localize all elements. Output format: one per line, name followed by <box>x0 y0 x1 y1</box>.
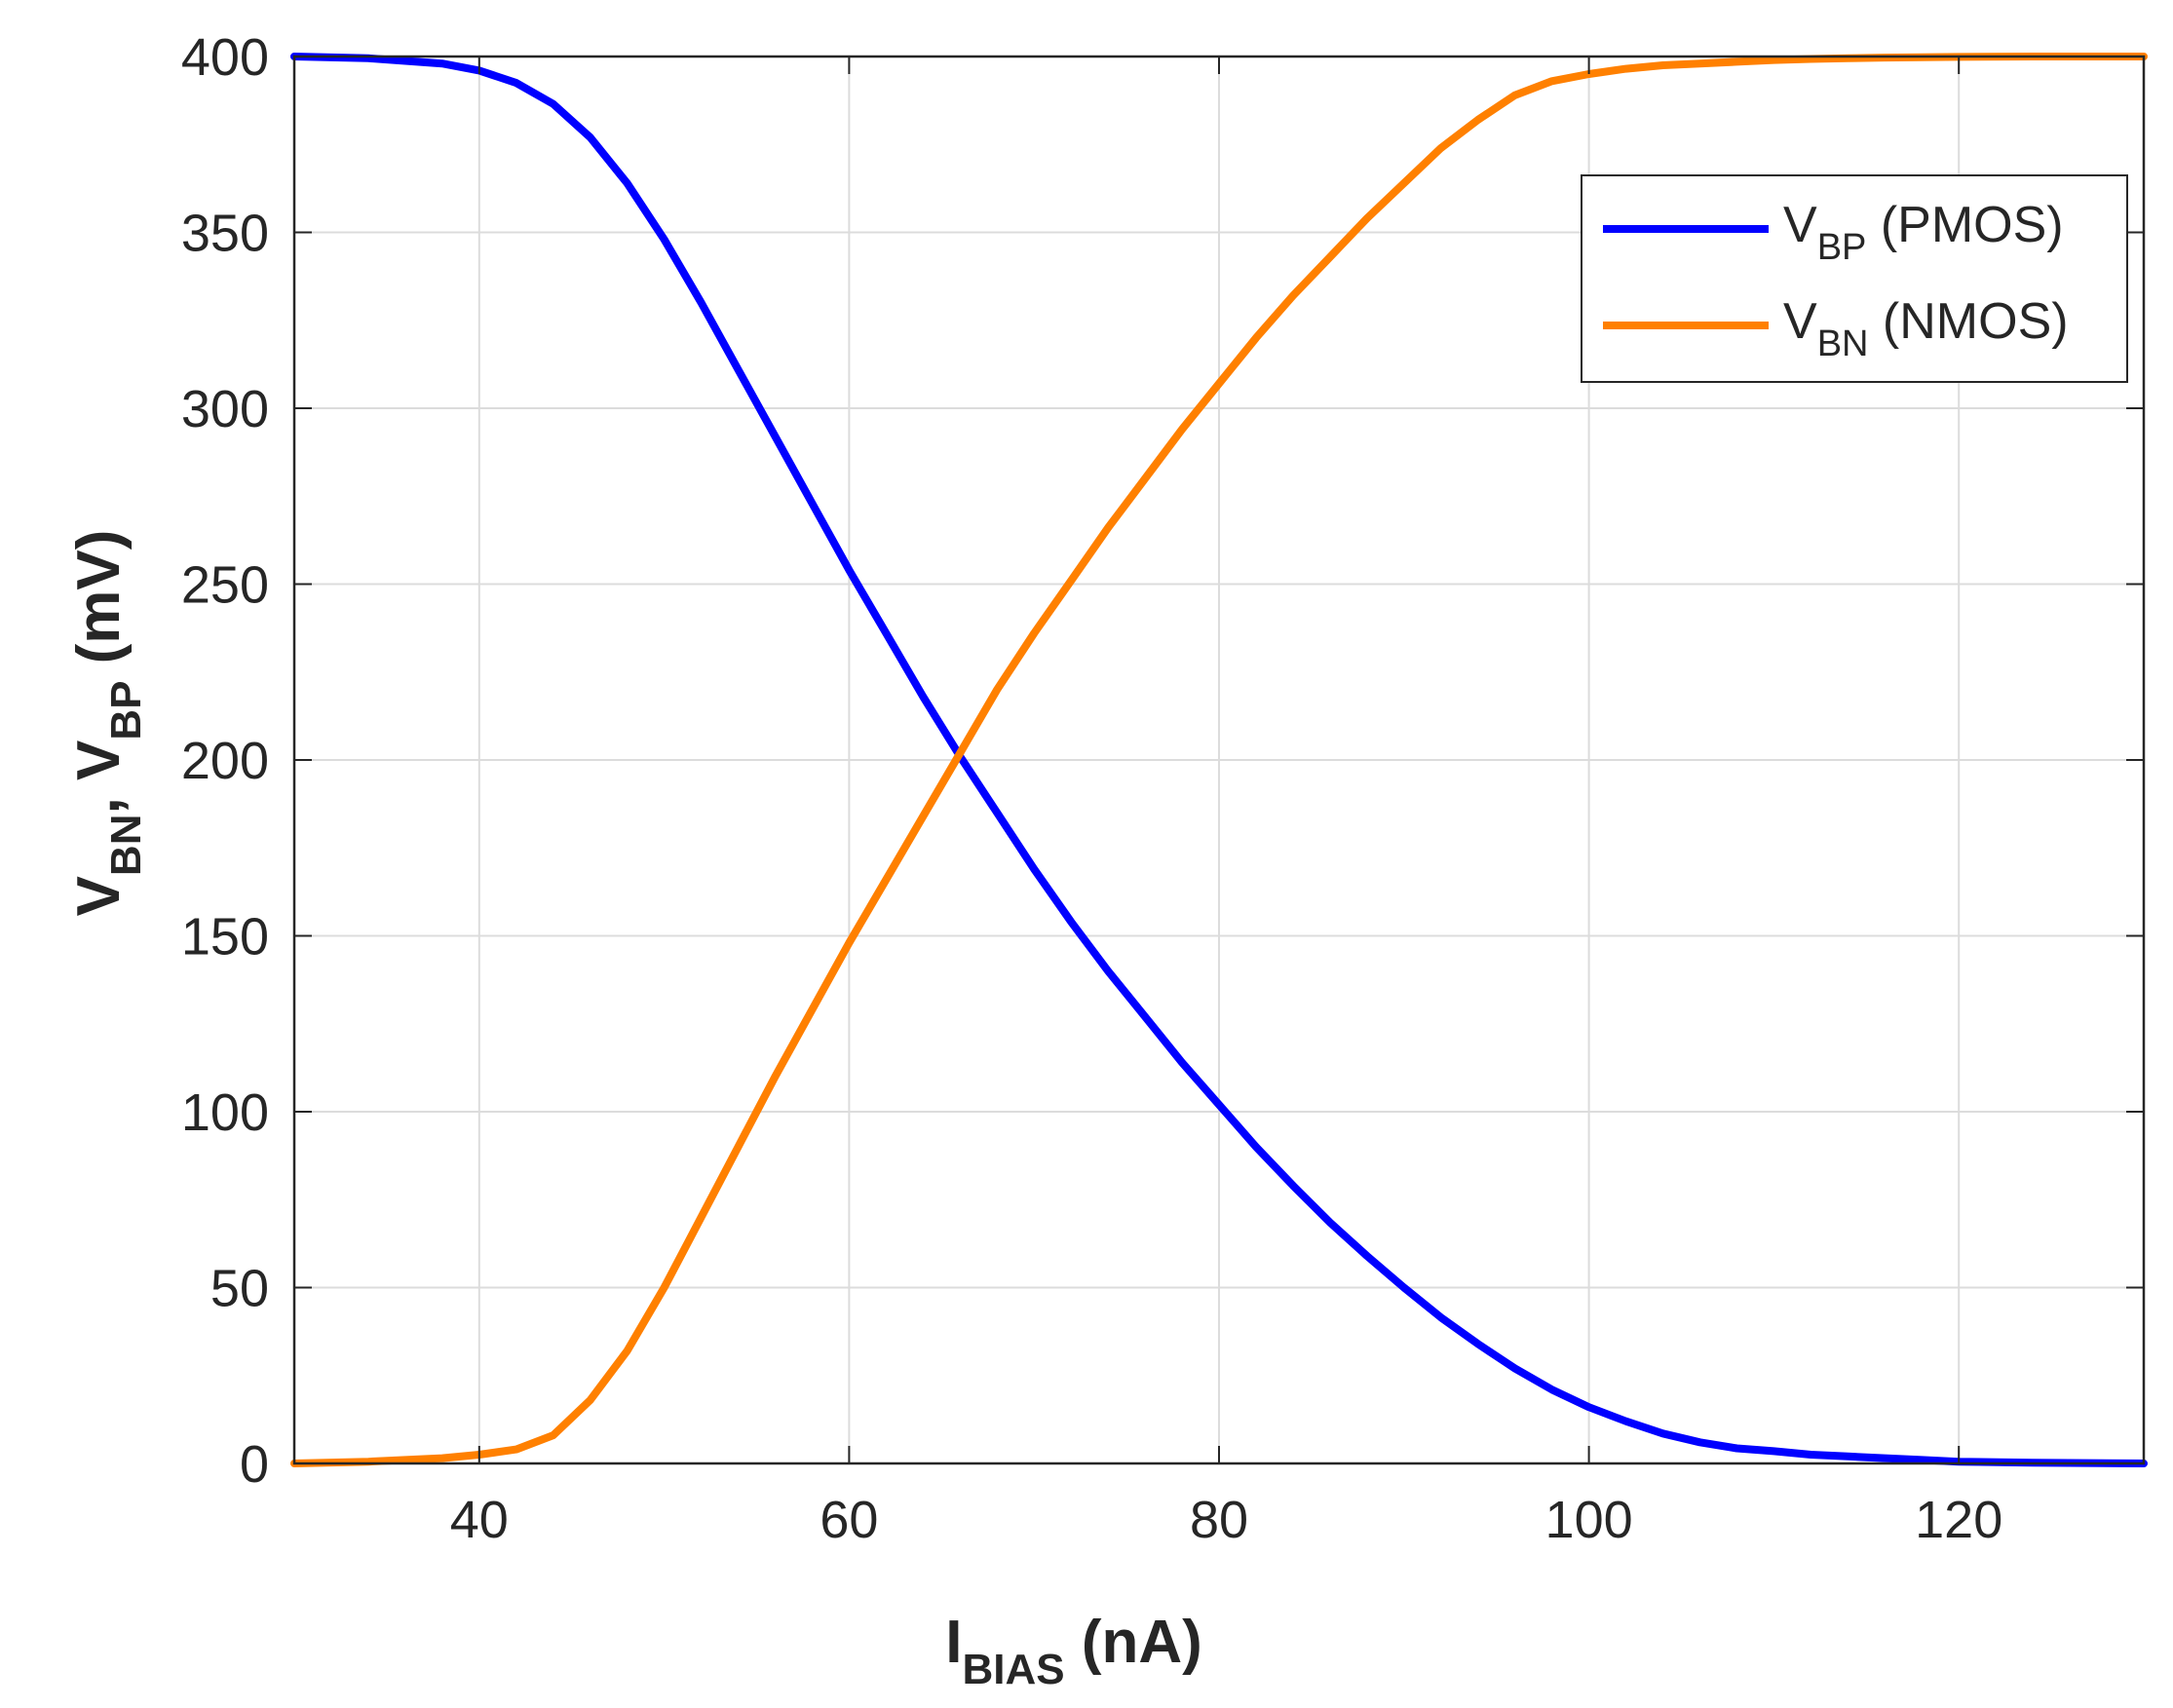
series-line-vbp <box>290 53 2148 1467</box>
series-layer <box>290 53 2148 1467</box>
ticks: 40 60 80 100 120 0 50 100 150 200 250 300 350 400 <box>181 28 2144 1549</box>
y-axis-title: VBN, VBP (mV) <box>65 530 150 917</box>
legend: VBP (PMOS) VBN (NMOS) <box>1581 174 2128 383</box>
y-tick-label: 400 <box>181 28 269 87</box>
x-axis-title: IBIAS (nA) <box>945 1609 1202 1693</box>
y-tick-label: 100 <box>181 1083 269 1142</box>
y-tick-label: 200 <box>181 732 269 790</box>
y-tick-label: 250 <box>181 556 269 615</box>
x-tick-label: 120 <box>1915 1491 2002 1549</box>
y-tick-label: 150 <box>181 908 269 967</box>
series-line-vbn <box>290 53 2148 1467</box>
y-tick-label: 50 <box>210 1260 269 1318</box>
x-tick-label: 80 <box>1190 1491 1248 1549</box>
x-tick-label: 60 <box>820 1491 878 1549</box>
legend-box <box>1581 174 2128 383</box>
legend-label-vbn: VBN (NMOS) <box>1783 293 2069 364</box>
x-tick-label: 40 <box>450 1491 509 1549</box>
y-tick-label: 350 <box>181 205 269 263</box>
legend-label-vbp: VBP (PMOS) <box>1783 197 2064 268</box>
y-tick-label: 300 <box>181 380 269 438</box>
x-tick-label: 100 <box>1545 1491 1633 1549</box>
y-tick-label: 0 <box>240 1435 269 1494</box>
